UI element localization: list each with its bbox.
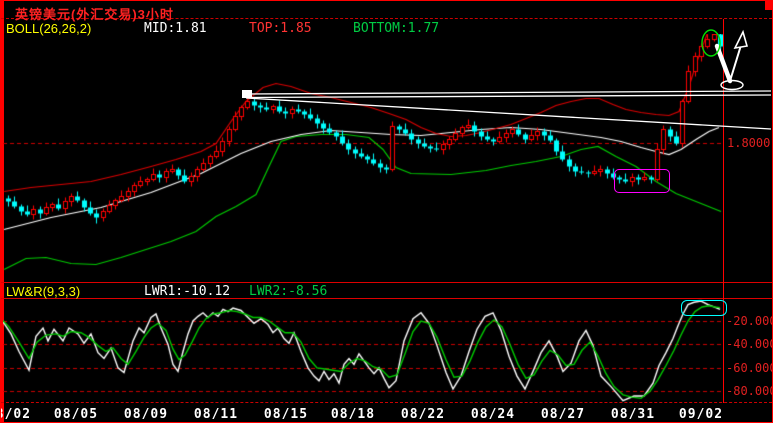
x-axis-label: 08/22 [400,407,446,422]
white-ellipse-annotation[interactable] [720,79,744,91]
price-axis-line [723,19,724,403]
panel-divider[interactable] [1,282,772,283]
boll-bottom-value: BOTTOM:1.77 [353,21,440,36]
x-axis-label: 08/31 [610,407,656,422]
chart-title: 英镑美元(外汇交易)3小时 [15,7,174,22]
x-axis-label: 08/27 [540,407,586,422]
boll-mid-value: MID:1.81 [144,21,207,36]
lwr-axis-label: -60.0000 [726,361,772,375]
x-axis-label: 08/11 [193,407,239,422]
lwr-axis-label: -80.0000 [726,384,772,398]
x-axis-border [1,402,772,403]
left-border-band [1,1,4,422]
lwr-oscillator-chart[interactable] [3,299,724,402]
lwr-header-divider [1,298,772,299]
arrow-up-shaft[interactable] [729,41,743,82]
cyan-highlight-box[interactable] [681,300,727,316]
x-axis-label: 08/24 [470,407,516,422]
lwr-axis-label: -20.0000 [726,314,772,328]
arrow-head-icon[interactable] [733,29,749,50]
x-axis-label: 08/09 [123,407,169,422]
magenta-highlight-box[interactable] [614,169,670,193]
x-axis-label: 09/02 [678,407,724,422]
main-price-chart[interactable] [3,34,724,282]
lwr1-value: LWR1:-10.12 [144,284,231,299]
lwr2-value: LWR2:-8.56 [249,284,328,299]
x-axis-label: 08/18 [330,407,376,422]
title-divider [1,18,772,19]
boll-name-label[interactable]: BOLL(26,26,2) [6,21,92,36]
price-axis-label: 1.8000 [727,136,771,150]
boll-top-value: TOP:1.85 [249,21,312,36]
x-axis-label: 08/02 [1,407,32,422]
lwr-axis-label: -40.0000 [726,337,772,351]
corner-red-block [765,1,772,10]
lwr-name-label[interactable]: LW&R(9,3,3) [6,284,81,299]
x-axis-label: 08/15 [263,407,309,422]
x-axis-label: 08/05 [53,407,99,422]
